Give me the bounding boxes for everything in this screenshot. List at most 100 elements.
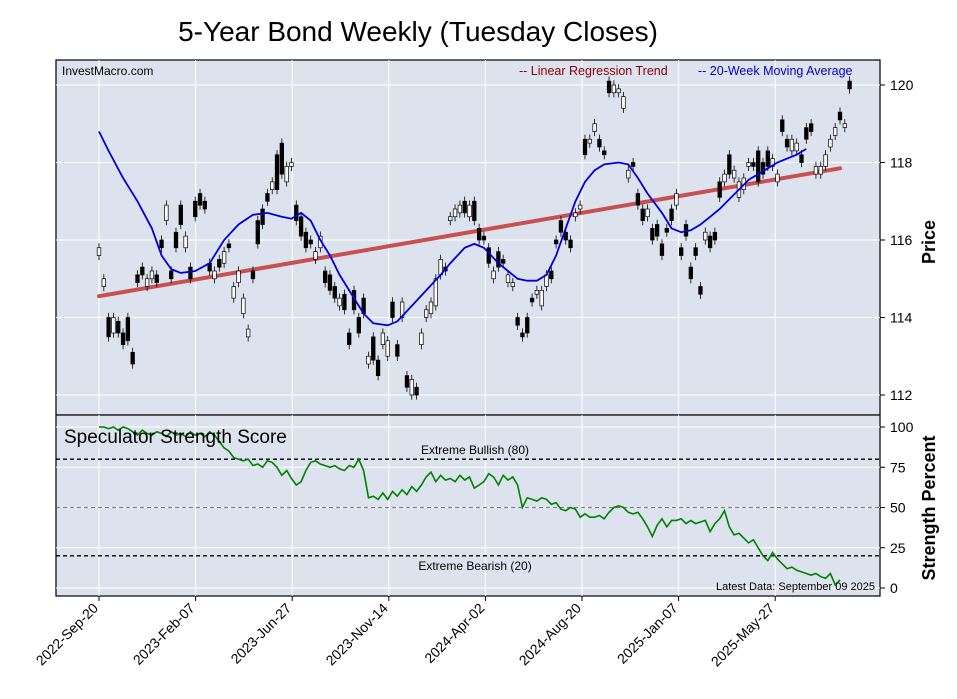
candle — [549, 266, 554, 284]
candle — [765, 146, 770, 172]
candle — [520, 328, 525, 342]
candle — [149, 266, 155, 284]
candle — [116, 316, 121, 338]
regression-line — [97, 166, 842, 299]
candle — [284, 161, 289, 187]
candle — [645, 204, 650, 222]
candle — [573, 208, 578, 222]
candle — [130, 347, 135, 369]
candle — [289, 157, 294, 172]
candle — [231, 281, 236, 303]
candle — [428, 297, 434, 319]
candle — [371, 332, 376, 365]
candle — [221, 246, 227, 268]
strength-subtitle: Speculator Strength Score — [64, 427, 287, 448]
candle — [597, 134, 602, 152]
candle — [448, 212, 453, 226]
candle — [611, 80, 617, 98]
candle — [775, 169, 780, 187]
latest-data-note: Latest Data: September 09 2025 — [716, 581, 875, 593]
candle — [298, 212, 304, 241]
candle — [303, 227, 309, 253]
candle — [760, 157, 766, 179]
candle — [578, 200, 583, 214]
price-y-ticks: 112 114 116 118 120 — [880, 77, 914, 403]
candle — [587, 134, 592, 148]
candle — [279, 138, 284, 179]
candle — [616, 84, 621, 98]
x-tick-label: 2024-Aug-20 — [516, 600, 585, 669]
candle — [414, 382, 419, 400]
candle — [746, 157, 751, 172]
moving-average-line — [98, 131, 807, 327]
candle — [674, 188, 679, 210]
candle — [712, 227, 718, 245]
candle — [794, 138, 799, 156]
candle — [640, 204, 645, 226]
extreme-bearish-label: Extreme Bearish (20) — [418, 559, 531, 573]
candle — [717, 177, 722, 203]
candle — [650, 223, 655, 245]
candle — [780, 115, 785, 137]
strength-tick-label: 25 — [890, 540, 906, 556]
price-tick-label: 112 — [890, 387, 913, 403]
candle — [332, 281, 337, 303]
x-tick-label: 2024-Apr-02 — [421, 600, 487, 666]
candle — [236, 266, 241, 288]
x-tick-label: 2022-Sep-20 — [33, 600, 102, 669]
moving-average-polyline — [98, 131, 807, 327]
candle — [707, 231, 713, 253]
candle — [467, 200, 472, 222]
candle — [818, 161, 823, 179]
candle — [424, 305, 429, 323]
candle — [505, 270, 511, 288]
candle — [635, 188, 641, 210]
candle — [669, 204, 674, 226]
x-tick-label: 2023-Feb-07 — [130, 600, 198, 668]
candle — [481, 231, 487, 245]
candle — [847, 76, 852, 94]
candle — [337, 293, 342, 311]
x-tick-label: 2023-Jun-27 — [227, 600, 294, 667]
price-panel-frame — [55, 59, 881, 416]
candle — [183, 231, 188, 253]
candle — [366, 351, 371, 369]
price-grid — [56, 60, 880, 415]
candle — [679, 243, 684, 261]
price-tick-label: 116 — [890, 232, 913, 248]
candle — [322, 266, 328, 288]
candle — [164, 200, 169, 226]
x-tick-label: 2023-Nov-14 — [322, 600, 391, 669]
candle — [140, 262, 145, 280]
candle — [626, 165, 631, 183]
candle — [270, 177, 275, 195]
candle — [380, 328, 386, 350]
price-tick-label: 118 — [890, 155, 913, 171]
candle — [659, 239, 665, 261]
candle — [356, 312, 361, 338]
candle — [375, 355, 381, 381]
candle — [789, 134, 795, 156]
candle — [241, 293, 246, 319]
candle — [347, 328, 352, 350]
candle — [313, 246, 318, 265]
candle — [833, 122, 838, 141]
candle — [135, 270, 140, 288]
candle — [342, 289, 347, 315]
candle — [111, 312, 116, 338]
candle — [265, 188, 270, 206]
candle — [452, 204, 458, 222]
candle — [250, 266, 256, 284]
candle — [125, 312, 131, 346]
candle — [173, 227, 179, 253]
candle — [731, 165, 737, 183]
candle — [274, 150, 280, 195]
candle — [255, 215, 260, 249]
candle — [842, 119, 847, 133]
candle — [813, 161, 819, 179]
candle — [582, 134, 588, 160]
candle — [294, 200, 299, 226]
candle — [462, 196, 467, 218]
price-tick-label: 120 — [890, 77, 914, 93]
candle — [553, 235, 559, 249]
